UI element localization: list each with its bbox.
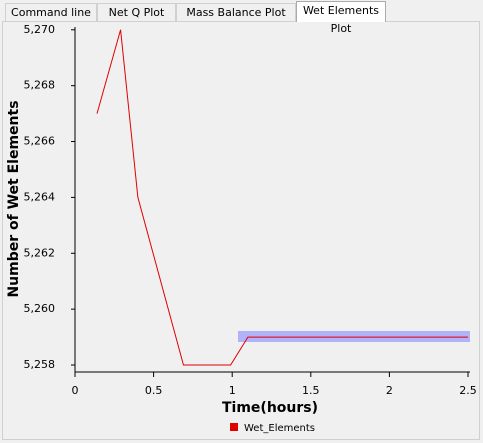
- data-line: [96, 29, 468, 366]
- y-tick-label: 5,260: [24, 302, 56, 315]
- x-axis-title: Time(hours): [222, 400, 318, 416]
- y-tick-label: 5,270: [24, 23, 56, 36]
- y-axis-title: Number of Wet Elements: [6, 100, 22, 297]
- legend-swatch: [230, 423, 238, 431]
- tab[interactable]: Net Q Plot: [97, 3, 176, 21]
- tab[interactable]: Mass Balance Plot: [176, 3, 296, 21]
- y-tick-label: 5,258: [24, 358, 56, 371]
- y-tick-label: 5,268: [24, 79, 56, 92]
- plot-area: [75, 27, 468, 372]
- x-tick-label: 0: [72, 384, 79, 397]
- x-tick-label: 2.5: [459, 384, 477, 397]
- x-tick-label: 2: [386, 384, 393, 397]
- x-tick-label: 0.5: [145, 384, 163, 397]
- y-tick-label: 5,266: [24, 135, 56, 148]
- y-tick-label: 5,262: [24, 246, 56, 259]
- x-tick-label: 1.5: [302, 384, 320, 397]
- panel: [2, 21, 480, 440]
- x-tick-label: 1: [229, 384, 236, 397]
- selection-highlight: [238, 331, 470, 342]
- y-tick-label: 5,264: [24, 190, 56, 203]
- tab-active[interactable]: Wet Elements Plot: [296, 1, 386, 35]
- legend-label: Wet_Elements: [244, 423, 315, 434]
- tab[interactable]: Command line: [5, 3, 97, 21]
